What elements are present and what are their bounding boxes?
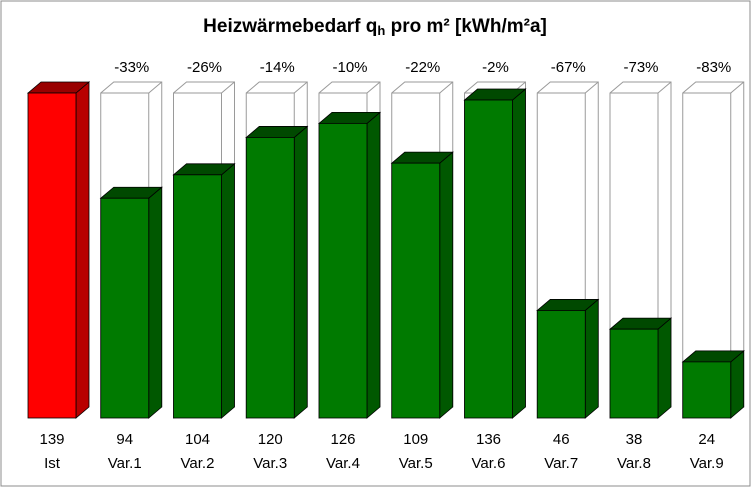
x-tick-label: Var.2 bbox=[181, 455, 215, 472]
change-label: -10% bbox=[332, 59, 367, 76]
bar bbox=[245, 137, 295, 419]
title-rest: pro m² [kWh/m²a] bbox=[385, 16, 547, 37]
x-tick-label: Var.8 bbox=[617, 455, 651, 472]
value-label: 104 bbox=[185, 431, 210, 448]
bar-side bbox=[512, 88, 526, 419]
title-subscript: h bbox=[377, 23, 385, 38]
value-label: 139 bbox=[39, 431, 64, 448]
value-label: 109 bbox=[403, 431, 428, 448]
value-label: 38 bbox=[626, 431, 643, 448]
title-main: Heizwärmebedarf q bbox=[203, 16, 377, 37]
change-label: -22% bbox=[405, 59, 440, 76]
x-tick-label: Var.9 bbox=[690, 455, 724, 472]
value-label: 94 bbox=[116, 431, 133, 448]
change-label: -83% bbox=[696, 59, 731, 76]
bar-side bbox=[293, 125, 308, 419]
x-tick-label: Var.1 bbox=[108, 455, 142, 472]
chart-title: Heizwärmebedarf qh pro m² [kWh/m²a] bbox=[203, 16, 547, 38]
bar bbox=[391, 162, 441, 419]
bar-side bbox=[730, 350, 745, 419]
change-label: -2% bbox=[482, 59, 509, 76]
value-label: 136 bbox=[476, 431, 501, 448]
x-tick-label: Var.6 bbox=[472, 455, 506, 472]
x-tick-label: Var.7 bbox=[544, 455, 578, 472]
bar bbox=[100, 197, 150, 419]
bar-side bbox=[439, 151, 454, 419]
change-label: -73% bbox=[623, 59, 658, 76]
bar bbox=[609, 328, 659, 419]
bar bbox=[464, 99, 513, 419]
x-tick-label: Ist bbox=[44, 455, 61, 472]
bar bbox=[682, 361, 732, 419]
bar bbox=[27, 92, 77, 419]
x-tick-label: Var.4 bbox=[326, 455, 360, 472]
value-label: 126 bbox=[330, 431, 355, 448]
bar bbox=[318, 122, 368, 419]
bar-side bbox=[584, 298, 599, 419]
x-tick-label: Var.5 bbox=[399, 455, 433, 472]
change-label: -67% bbox=[551, 59, 586, 76]
bar-side bbox=[75, 81, 90, 419]
bar bbox=[173, 174, 222, 419]
bar-side bbox=[148, 186, 163, 419]
change-label: -26% bbox=[187, 59, 222, 76]
bar-side bbox=[657, 317, 672, 419]
bar-side bbox=[221, 162, 235, 419]
change-label: -33% bbox=[114, 59, 149, 76]
change-label: -14% bbox=[260, 59, 295, 76]
value-label: 46 bbox=[553, 431, 570, 448]
x-tick-label: Var.3 bbox=[253, 455, 287, 472]
bar bbox=[536, 310, 586, 419]
value-label: 120 bbox=[258, 431, 283, 448]
bar-side bbox=[366, 111, 381, 419]
value-label: 24 bbox=[698, 431, 715, 448]
